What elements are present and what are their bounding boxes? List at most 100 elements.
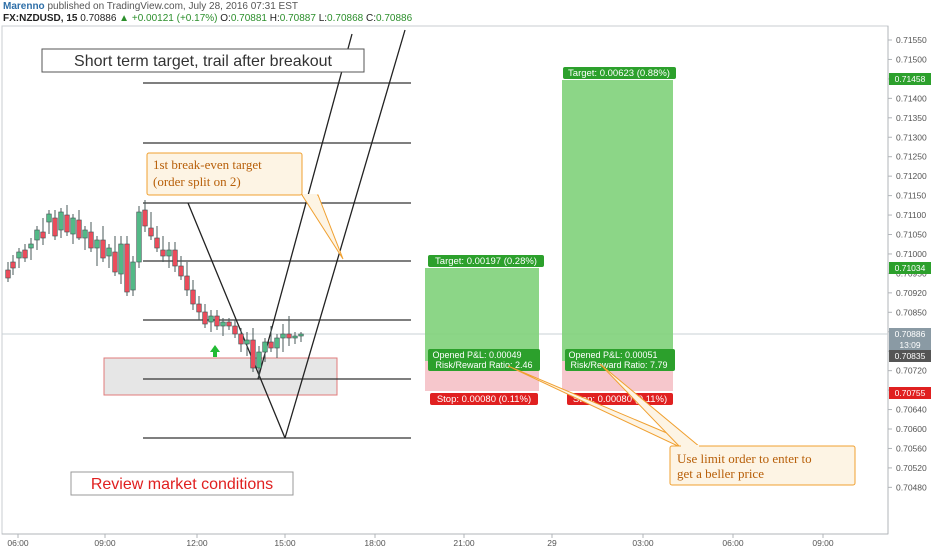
candle[interactable] bbox=[46, 210, 52, 234]
candle[interactable] bbox=[40, 218, 46, 245]
candle[interactable] bbox=[118, 236, 124, 284]
price-tag bbox=[889, 387, 931, 399]
author-name[interactable]: Marenno bbox=[3, 1, 45, 12]
rr-label: Risk/Reward Ratio: 7.79 bbox=[570, 360, 667, 370]
pnl-label-bg bbox=[565, 349, 675, 371]
candle[interactable] bbox=[154, 226, 160, 252]
candle[interactable] bbox=[286, 316, 292, 346]
candle[interactable] bbox=[244, 332, 250, 356]
candle[interactable] bbox=[142, 200, 148, 232]
candle[interactable] bbox=[148, 212, 154, 240]
candle[interactable] bbox=[214, 310, 220, 330]
candle[interactable] bbox=[10, 255, 16, 275]
candle[interactable] bbox=[220, 318, 226, 336]
open-label: O: bbox=[220, 13, 231, 24]
fib-levels[interactable] bbox=[143, 82, 411, 439]
callout-break-even[interactable]: 1st break-even target (order split on 2) bbox=[146, 152, 344, 260]
candle[interactable] bbox=[112, 236, 118, 276]
price-tag-label: 0.70755 bbox=[895, 388, 926, 398]
candle[interactable] bbox=[250, 328, 256, 372]
price-tag bbox=[889, 350, 931, 362]
candle[interactable] bbox=[136, 206, 142, 268]
candle[interactable] bbox=[190, 280, 196, 310]
review-text-box[interactable]: Review market conditions bbox=[70, 471, 294, 496]
candle[interactable] bbox=[226, 318, 232, 330]
candle[interactable] bbox=[274, 334, 280, 358]
time-tick-label: 09:00 bbox=[812, 538, 834, 548]
candle[interactable] bbox=[5, 262, 11, 282]
candle[interactable] bbox=[52, 210, 58, 240]
candlestick-series[interactable] bbox=[5, 200, 304, 378]
candle[interactable] bbox=[172, 242, 178, 272]
candle[interactable] bbox=[64, 205, 70, 236]
price-tag-label: 13:09 bbox=[899, 340, 921, 350]
candle[interactable] bbox=[178, 256, 184, 280]
stop-label: Stop: 0.00080 (0.11%) bbox=[437, 394, 531, 405]
candle[interactable] bbox=[298, 332, 304, 342]
candle[interactable] bbox=[262, 338, 268, 362]
candle[interactable] bbox=[22, 244, 28, 262]
candle[interactable] bbox=[70, 214, 76, 244]
time-tick-label: 06:00 bbox=[7, 538, 29, 548]
pnl-label: Opened P&L: 0.00049 bbox=[432, 350, 521, 360]
target-label-bg bbox=[563, 67, 676, 79]
time-tick-label: 03:00 bbox=[632, 538, 654, 548]
price-tag bbox=[889, 73, 931, 85]
callout-text: (order split on 2) bbox=[153, 174, 241, 189]
low-value: 0.70868 bbox=[327, 13, 364, 24]
candle[interactable] bbox=[166, 242, 172, 268]
title-text-box[interactable]: Short term target, trail after breakout bbox=[41, 48, 365, 73]
long-position-2[interactable]: Target: 0.00623 (0.88%) Opened P&L: 0.00… bbox=[562, 67, 676, 405]
last-price: 0.70886 bbox=[80, 13, 117, 24]
callout-limit-order[interactable]: Use limit order to enter to get a beller… bbox=[507, 363, 856, 486]
time-tick-label: 12:00 bbox=[186, 538, 208, 548]
candle[interactable] bbox=[292, 332, 298, 344]
close-label: C: bbox=[365, 13, 376, 24]
candle[interactable] bbox=[34, 226, 40, 250]
candle[interactable] bbox=[58, 208, 64, 238]
price-tick-label: 0.70720 bbox=[896, 366, 927, 376]
candle[interactable] bbox=[208, 310, 214, 332]
candle[interactable] bbox=[268, 326, 274, 352]
candle[interactable] bbox=[256, 346, 262, 378]
candle[interactable] bbox=[100, 226, 106, 262]
price-tick-label: 0.70600 bbox=[896, 424, 927, 434]
price-tag bbox=[889, 328, 931, 340]
symbol-label[interactable]: FX:NZDUSD, 15 bbox=[3, 13, 78, 24]
time-axis[interactable]: 06:00 09:00 12:00 15:00 18:00 21:00 29 03:00 06:… bbox=[7, 534, 834, 548]
candle[interactable] bbox=[106, 244, 112, 268]
price-tag bbox=[889, 339, 931, 351]
candle[interactable] bbox=[196, 296, 202, 320]
price-tick-label: 0.70850 bbox=[896, 307, 927, 317]
profit-zone bbox=[425, 268, 539, 361]
target-label: Target: 0.00197 (0.28%) bbox=[435, 256, 537, 267]
time-tick-label: 15:00 bbox=[274, 538, 296, 548]
price-tick-label: 0.71100 bbox=[896, 210, 926, 220]
price-tick-label: 0.70480 bbox=[896, 482, 927, 492]
candle[interactable] bbox=[280, 324, 286, 352]
candle[interactable] bbox=[88, 222, 94, 252]
close-value: 0.70886 bbox=[375, 13, 413, 24]
candle[interactable] bbox=[130, 256, 136, 296]
candle[interactable] bbox=[238, 328, 244, 352]
candle[interactable] bbox=[28, 238, 34, 260]
candle[interactable] bbox=[184, 262, 190, 296]
candle[interactable] bbox=[82, 226, 88, 250]
candle[interactable] bbox=[76, 210, 82, 240]
projection-lines[interactable] bbox=[187, 29, 406, 439]
candle[interactable] bbox=[16, 248, 22, 268]
price-tick-label: 0.70560 bbox=[896, 443, 927, 453]
long-position-1[interactable]: Target: 0.00197 (0.28%) Opened P&L: 0.00… bbox=[425, 255, 544, 405]
candle[interactable] bbox=[202, 304, 208, 328]
candle[interactable] bbox=[160, 236, 166, 262]
high-label: H: bbox=[269, 13, 280, 24]
callout-text: Use limit order to enter to bbox=[677, 451, 812, 466]
candle[interactable] bbox=[232, 320, 238, 338]
rr-label: Risk/Reward Ratio: 2.46 bbox=[435, 360, 532, 370]
pnl-label: Opened P&L: 0.00051 bbox=[568, 350, 657, 360]
support-zone-rectangle[interactable] bbox=[103, 357, 338, 396]
candle[interactable] bbox=[124, 236, 130, 296]
candle[interactable] bbox=[94, 236, 100, 266]
publish-info: Marenno published on TradingView.com, Ju… bbox=[3, 1, 298, 12]
